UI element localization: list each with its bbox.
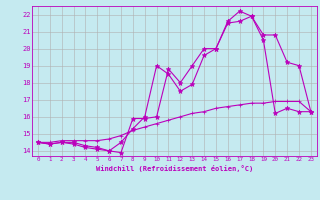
X-axis label: Windchill (Refroidissement éolien,°C): Windchill (Refroidissement éolien,°C): [96, 165, 253, 172]
